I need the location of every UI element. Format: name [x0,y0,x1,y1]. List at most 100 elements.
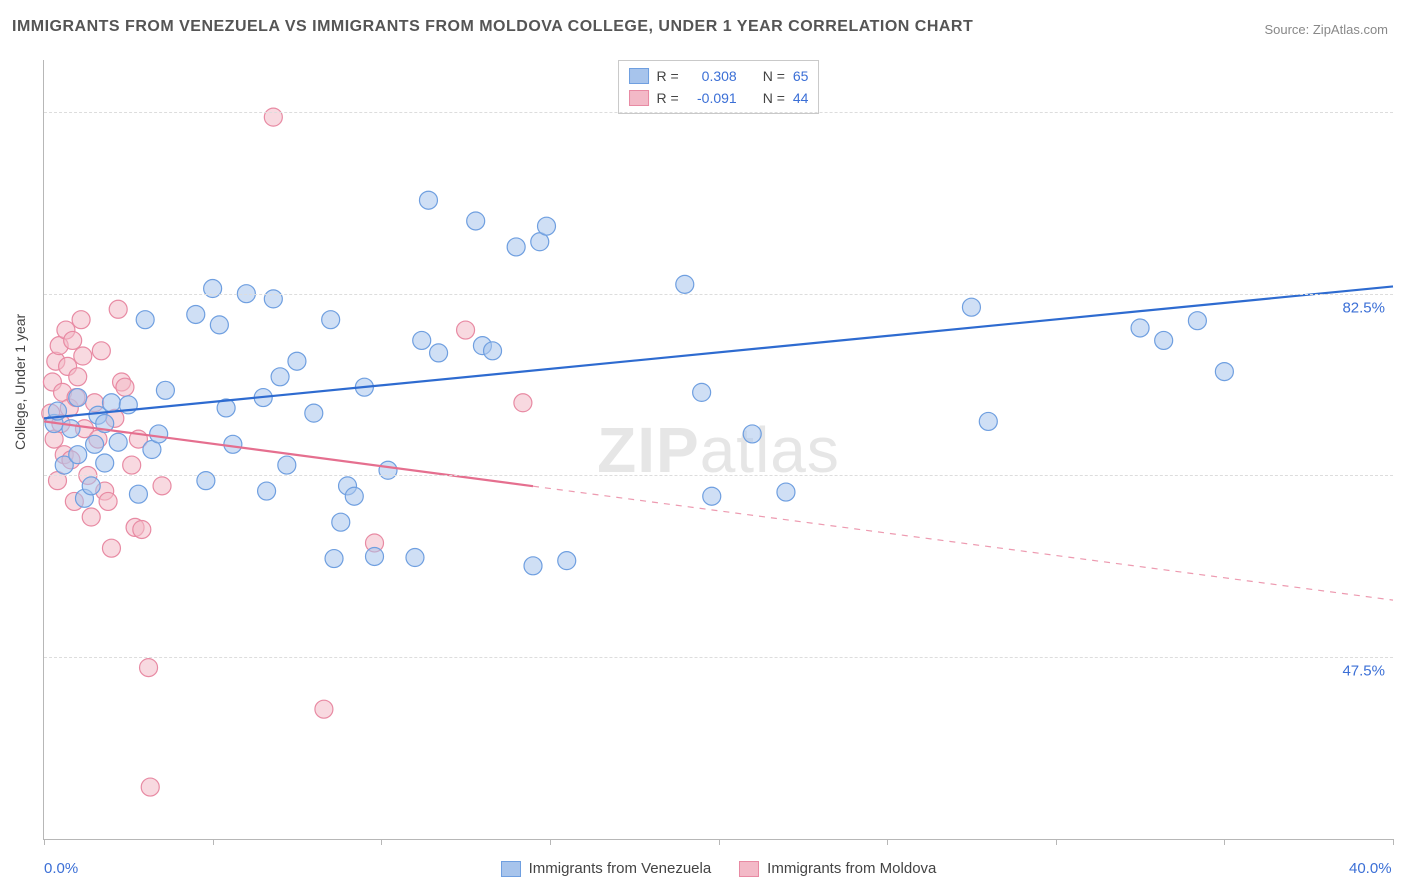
scatter-point [187,305,205,323]
scatter-point [156,381,174,399]
scatter-point [743,425,761,443]
scatter-point [224,435,242,453]
scatter-point [102,394,120,412]
regression-line-solid [44,421,533,486]
scatter-point [133,520,151,538]
scatter-point [366,547,384,565]
y-tick-label: 82.5% [1342,299,1385,316]
scatter-point [278,456,296,474]
r-value-a: 0.308 [687,68,737,84]
scatter-point [153,477,171,495]
gridline [44,475,1393,476]
scatter-point [210,316,228,334]
scatter-point [507,238,525,256]
scatter-point [264,108,282,126]
legend-swatch-a [629,68,649,84]
chart-container: IMMIGRANTS FROM VENEZUELA VS IMMIGRANTS … [0,0,1406,892]
x-tick-label: 40.0% [1349,860,1392,877]
scatter-point [322,311,340,329]
scatter-point [288,352,306,370]
scatter-point [379,461,397,479]
n-value-a: 65 [793,68,809,84]
scatter-point [467,212,485,230]
scatter-point [305,404,323,422]
chart-title: IMMIGRANTS FROM VENEZUELA VS IMMIGRANTS … [12,18,973,36]
n-label-b: N = [763,90,785,106]
scatter-point [345,487,363,505]
scatter-point [96,454,114,472]
r-value-b: -0.091 [687,90,737,106]
x-tick [213,839,214,845]
series-swatch-a [501,861,521,877]
legend-row-b: R = -0.091 N = 44 [629,87,809,109]
series-legend-b: Immigrants from Moldova [739,860,936,877]
source-attribution: Source: ZipAtlas.com [1264,22,1388,37]
scatter-point [140,659,158,677]
scatter-point [264,290,282,308]
chart-svg [44,60,1393,839]
x-tick [44,839,45,845]
scatter-point [141,778,159,796]
gridline [44,112,1393,113]
y-tick-label: 47.5% [1342,663,1385,680]
r-label-a: R = [657,68,679,84]
scatter-point [1131,319,1149,337]
scatter-point [82,508,100,526]
scatter-point [962,298,980,316]
x-tick [887,839,888,845]
series-name-a: Immigrants from Venezuela [529,860,712,877]
scatter-point [419,191,437,209]
scatter-point [197,472,215,490]
regression-line-dashed [533,486,1393,600]
scatter-point [413,331,431,349]
scatter-point [92,342,110,360]
scatter-point [64,331,82,349]
scatter-point [514,394,532,412]
scatter-point [72,311,90,329]
scatter-point [69,389,87,407]
scatter-point [777,483,795,501]
x-tick [1393,839,1394,845]
gridline [44,657,1393,658]
scatter-point [123,456,141,474]
scatter-point [558,552,576,570]
gridline [44,294,1393,295]
series-legend-a: Immigrants from Venezuela [501,860,712,877]
scatter-point [325,550,343,568]
scatter-point [86,435,104,453]
n-value-b: 44 [793,90,809,106]
scatter-point [136,311,154,329]
scatter-point [69,446,87,464]
scatter-point [109,300,127,318]
scatter-point [109,433,127,451]
series-legend: Immigrants from Venezuela Immigrants fro… [44,860,1393,877]
scatter-point [116,378,134,396]
scatter-point [102,539,120,557]
scatter-point [430,344,448,362]
scatter-point [69,368,87,386]
legend-row-a: R = 0.308 N = 65 [629,65,809,87]
scatter-point [129,485,147,503]
scatter-point [62,420,80,438]
scatter-point [484,342,502,360]
scatter-point [703,487,721,505]
scatter-point [524,557,542,575]
x-tick [719,839,720,845]
scatter-point [676,275,694,293]
scatter-point [150,425,168,443]
x-tick-label: 0.0% [44,860,78,877]
legend-swatch-b [629,90,649,106]
scatter-point [258,482,276,500]
n-label-a: N = [763,68,785,84]
scatter-point [1215,363,1233,381]
scatter-point [538,217,556,235]
y-axis-label: College, Under 1 year [12,314,28,450]
scatter-point [406,549,424,567]
x-tick [381,839,382,845]
series-name-b: Immigrants from Moldova [767,860,936,877]
scatter-point [332,513,350,531]
series-swatch-b [739,861,759,877]
correlation-legend: R = 0.308 N = 65 R = -0.091 N = 44 [618,60,820,114]
scatter-point [315,700,333,718]
x-tick [1056,839,1057,845]
